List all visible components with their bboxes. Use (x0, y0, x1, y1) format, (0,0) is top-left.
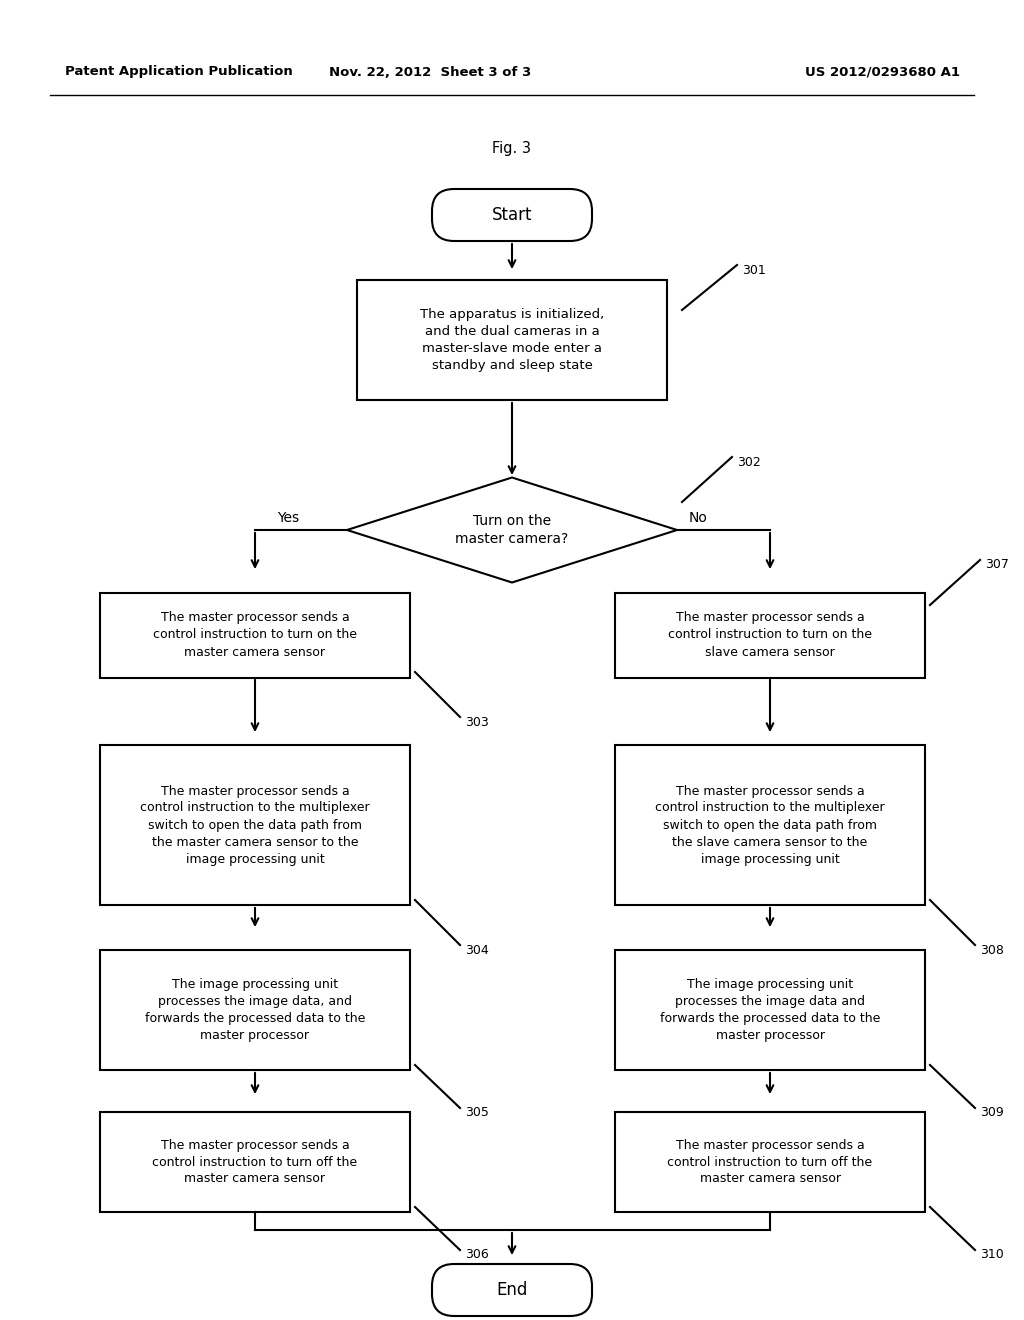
Bar (615, 744, 925, 906)
FancyBboxPatch shape (432, 1265, 592, 1316)
Bar (100, 744, 410, 906)
Text: Patent Application Publication: Patent Application Publication (65, 66, 293, 78)
Bar (615, 950, 925, 1071)
Text: 307: 307 (985, 558, 1009, 572)
Text: 310: 310 (980, 1249, 1004, 1262)
Text: End: End (497, 1280, 527, 1299)
Text: 302: 302 (737, 455, 761, 469)
Text: The master processor sends a
control instruction to turn on the
master camera se: The master processor sends a control ins… (153, 611, 357, 659)
Text: Yes: Yes (276, 511, 299, 525)
Bar (357, 280, 667, 400)
Text: 301: 301 (742, 264, 766, 276)
Text: 303: 303 (465, 715, 488, 729)
Bar (100, 1111, 410, 1212)
Bar (615, 593, 925, 677)
Bar (615, 1111, 925, 1212)
Text: 308: 308 (980, 944, 1004, 957)
Text: 304: 304 (465, 944, 488, 957)
Text: The master processor sends a
control instruction to turn off the
master camera s: The master processor sends a control ins… (153, 1138, 357, 1185)
Text: The apparatus is initialized,
and the dual cameras in a
master-slave mode enter : The apparatus is initialized, and the du… (420, 308, 604, 372)
Text: 306: 306 (465, 1249, 488, 1262)
Text: Start: Start (492, 206, 532, 224)
Text: Fig. 3: Fig. 3 (493, 140, 531, 156)
Text: The image processing unit
processes the image data, and
forwards the processed d: The image processing unit processes the … (144, 978, 366, 1041)
Text: The image processing unit
processes the image data and
forwards the processed da: The image processing unit processes the … (659, 978, 881, 1041)
FancyBboxPatch shape (432, 189, 592, 242)
Text: Nov. 22, 2012  Sheet 3 of 3: Nov. 22, 2012 Sheet 3 of 3 (329, 66, 531, 78)
Text: The master processor sends a
control instruction to turn off the
master camera s: The master processor sends a control ins… (668, 1138, 872, 1185)
Polygon shape (347, 478, 677, 582)
Text: Turn on the
master camera?: Turn on the master camera? (456, 513, 568, 546)
Text: US 2012/0293680 A1: US 2012/0293680 A1 (805, 66, 961, 78)
Text: The master processor sends a
control instruction to the multiplexer
switch to op: The master processor sends a control ins… (140, 784, 370, 866)
Bar (100, 593, 410, 677)
Text: No: No (689, 511, 708, 525)
Text: 309: 309 (980, 1106, 1004, 1119)
Bar (100, 950, 410, 1071)
Text: The master processor sends a
control instruction to the multiplexer
switch to op: The master processor sends a control ins… (655, 784, 885, 866)
Text: The master processor sends a
control instruction to turn on the
slave camera sen: The master processor sends a control ins… (668, 611, 872, 659)
Text: 305: 305 (465, 1106, 488, 1119)
